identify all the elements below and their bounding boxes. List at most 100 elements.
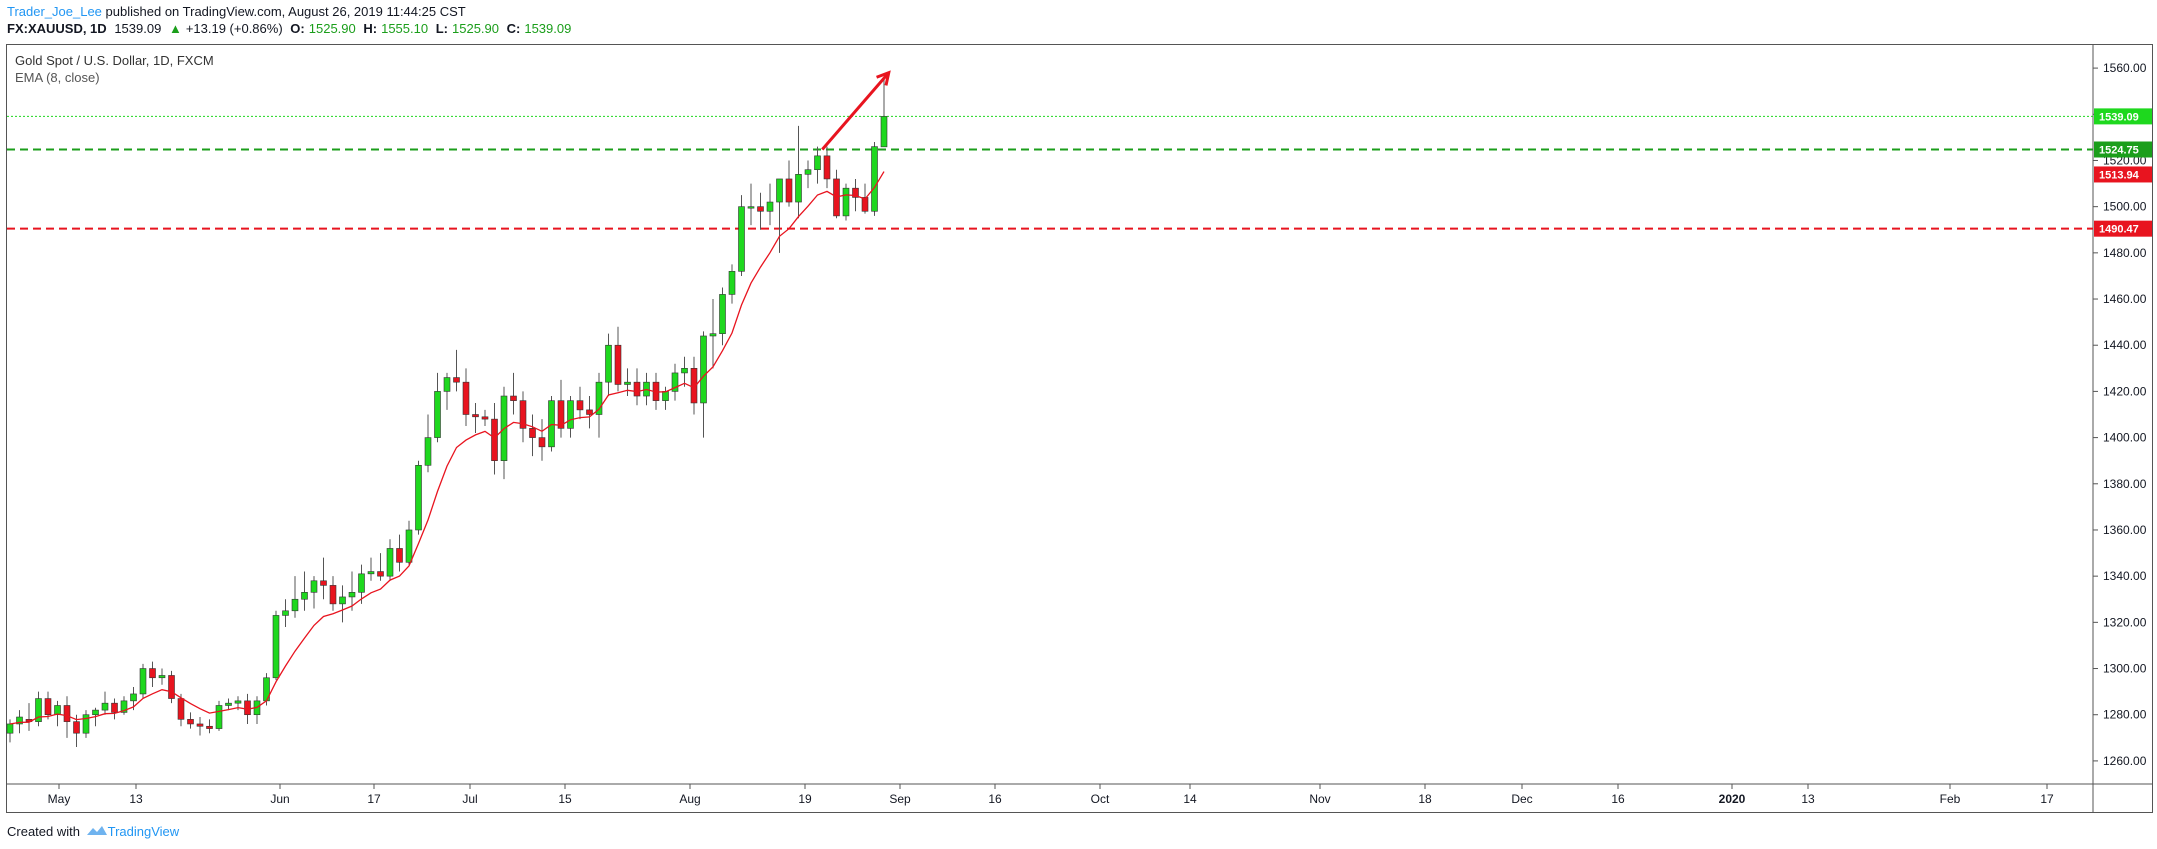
candle-body: [776, 178, 783, 203]
candle-body: [586, 409, 593, 415]
low-label: L:: [435, 21, 448, 36]
candle-body: [424, 437, 432, 466]
candle-body: [538, 437, 546, 448]
candle-body: [681, 368, 688, 374]
x-tick-label: 13: [1801, 792, 1815, 806]
candle-body: [73, 721, 80, 734]
x-tick-label: Dec: [1511, 792, 1532, 806]
candle-body: [462, 381, 470, 415]
candle-body: [804, 169, 812, 175]
candle-body: [139, 668, 147, 695]
close-label: C:: [506, 21, 521, 36]
published-text: published on TradingView.com, August 26,…: [105, 4, 466, 19]
annotation-arrow: [821, 71, 890, 151]
candle-body: [633, 381, 641, 397]
x-tick-label: Jul: [462, 792, 477, 806]
price-label-text: 1539.09: [2099, 111, 2139, 123]
candle-body: [244, 700, 251, 716]
candle-body: [206, 725, 213, 729]
low-value: 1525.90: [452, 21, 499, 36]
candle-body: [348, 592, 356, 598]
high-value: 1555.10: [381, 21, 429, 36]
price-label-text: 1524.75: [2099, 144, 2139, 156]
candle-body: [196, 723, 204, 727]
x-tick-label: 16: [988, 792, 1002, 806]
y-tick-label: 1400.00: [2103, 431, 2147, 445]
x-tick-label: Oct: [1091, 792, 1110, 806]
candle-body: [291, 598, 299, 612]
candle-body: [842, 187, 850, 217]
candle-body: [358, 573, 365, 593]
candle-body: [548, 400, 555, 448]
ema-line: [9, 171, 885, 725]
x-tick-label: Sep: [889, 792, 911, 806]
candle-body: [747, 206, 755, 209]
candle-body: [377, 571, 384, 577]
candle-body: [310, 580, 318, 593]
candle-body: [130, 693, 137, 702]
candle-body: [111, 702, 118, 713]
candle-body: [215, 705, 223, 729]
y-tick-label: 1260.00: [2103, 754, 2147, 768]
x-tick-label: 19: [798, 792, 812, 806]
y-tick-label: 1360.00: [2103, 523, 2147, 537]
instrument-legend: Gold Spot / U.S. Dollar, 1D, FXCM: [15, 53, 214, 68]
candle-body: [595, 381, 603, 415]
y-tick-label: 1420.00: [2103, 384, 2147, 398]
candle-body: [757, 206, 764, 212]
candle-body: [443, 377, 451, 392]
price-label-box: [2094, 220, 2152, 237]
candle-body: [63, 705, 71, 722]
candle-body: [880, 116, 888, 148]
price-label-box: [2094, 166, 2152, 183]
candle-body: [282, 610, 289, 616]
y-tick-label: 1440.00: [2103, 338, 2147, 352]
candle-body: [785, 178, 793, 203]
candle-body: [795, 174, 802, 203]
candle-body: [54, 705, 61, 716]
candle-body: [272, 615, 280, 679]
created-with-text: Created with: [7, 824, 80, 839]
author-link[interactable]: Trader_Joe_Lee: [7, 4, 102, 19]
candle-body: [453, 377, 460, 383]
candle-body: [472, 414, 479, 418]
y-tick-label: 1340.00: [2103, 569, 2147, 583]
y-tick-label: 1300.00: [2103, 662, 2147, 676]
x-tick-label: 2020: [1719, 792, 1746, 806]
candle-body: [44, 698, 52, 716]
y-tick-label: 1460.00: [2103, 292, 2147, 306]
x-tick-label: Nov: [1309, 792, 1330, 806]
chart-frame: [6, 44, 2153, 813]
candle-body: [852, 187, 859, 198]
open-value: 1525.90: [308, 21, 356, 36]
candle-body: [405, 529, 413, 563]
high-label: H:: [363, 21, 378, 36]
tradingview-logo-icon: [86, 826, 107, 835]
candle-body: [823, 155, 831, 180]
price-label-box: [2094, 108, 2152, 125]
arrow-head-icon: [876, 70, 891, 86]
candle-body: [120, 700, 128, 713]
candle-body: [16, 716, 23, 725]
candle-body: [481, 416, 489, 420]
candle-body: [614, 344, 622, 385]
change-value: +13.19 (+0.86%): [185, 21, 283, 36]
candle-body: [719, 294, 726, 334]
x-tick-label: 17: [2040, 792, 2054, 806]
price-label-text: 1490.47: [2099, 224, 2139, 236]
price-label-text: 1513.94: [2099, 169, 2140, 181]
candle-body: [728, 271, 736, 295]
candle-body: [6, 723, 14, 734]
candle-body: [187, 719, 194, 725]
close-value: 1539.09: [524, 21, 572, 36]
candle-body: [567, 400, 574, 429]
candle-body: [92, 709, 99, 716]
open-label: O:: [290, 21, 305, 36]
x-tick-label: Jun: [270, 792, 289, 806]
y-tick-label: 1560.00: [2103, 61, 2147, 75]
tradingview-brand-link[interactable]: TradingView: [107, 824, 180, 839]
candle-body: [329, 585, 337, 605]
x-tick-label: May: [48, 792, 71, 806]
y-tick-label: 1500.00: [2103, 200, 2147, 214]
